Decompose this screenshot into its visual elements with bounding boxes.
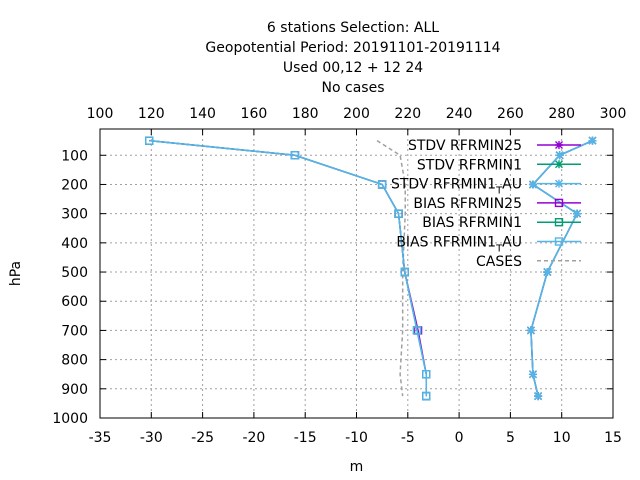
data-point-marker <box>377 180 387 189</box>
legend-label: BIAS RFRMIN25 <box>413 196 522 212</box>
x2-tick-label: 160 <box>241 106 268 122</box>
series-group <box>145 136 597 401</box>
title-line: 6 stations Selection: ALL <box>267 20 439 36</box>
y-tick-label: 300 <box>61 207 88 223</box>
x2-tick-label: 180 <box>292 106 319 122</box>
data-point-marker <box>526 326 535 335</box>
legend-label: BIAS RFRMIN1 <box>422 215 522 231</box>
title-line: Geopotential Period: 20191101-20191114 <box>205 40 500 56</box>
series-bias-rfrmin1 <box>145 136 431 401</box>
y-axis-label: hPa <box>8 261 24 286</box>
legend: STDV RFRMIN25 STDV RFRMIN1 STDV RFRMIN1TAU… <box>391 138 581 270</box>
data-point-marker <box>422 370 431 379</box>
series-line <box>149 139 428 397</box>
cases-line <box>376 140 406 397</box>
data-point-marker <box>543 268 552 277</box>
data-point-marker <box>555 179 563 188</box>
x-tick-label: 15 <box>604 430 622 446</box>
data-point-marker <box>573 209 582 218</box>
data-point-marker <box>412 326 422 335</box>
data-point-marker <box>554 198 564 208</box>
x-tick-label: 5 <box>506 430 515 446</box>
y-tick-label: 1000 <box>52 411 88 427</box>
x2-tick-label: 220 <box>394 106 421 122</box>
series-bias-rfrmin25 <box>145 136 431 401</box>
x2-tick-label: 260 <box>497 106 524 122</box>
series-line <box>530 139 593 397</box>
legend-label: STDV RFRMIN1 <box>417 157 522 173</box>
series-bias-rfrmin1-t-au <box>145 136 431 401</box>
data-point-marker <box>422 391 431 401</box>
series-line <box>530 139 593 397</box>
data-point-marker <box>528 180 537 189</box>
x-tick-label: -30 <box>140 430 163 446</box>
data-point-marker <box>554 217 564 227</box>
legend-label: BIAS RFRMIN1TAU <box>396 235 522 255</box>
x-axis-label: m <box>350 459 364 475</box>
legend-label: STDV RFRMIN1TAU <box>391 177 522 197</box>
data-point-marker <box>555 141 563 149</box>
title-line: Used 00,12 + 12 24 <box>283 60 423 76</box>
y-tick-label: 400 <box>61 236 88 252</box>
y-tick-label: 500 <box>61 265 88 281</box>
data-point-marker <box>394 209 403 218</box>
data-point-marker <box>400 267 409 277</box>
series-line <box>149 139 428 397</box>
x-tick-label: 0 <box>455 430 464 446</box>
data-point-marker <box>528 370 537 379</box>
data-point-marker <box>555 160 563 169</box>
x2-tick-label: 120 <box>138 106 165 122</box>
x2-tick-label: 200 <box>343 106 370 122</box>
legend-label: CASES <box>476 254 522 270</box>
y-tick-label: 700 <box>61 323 88 339</box>
x2-tick-label: 100 <box>87 106 114 122</box>
x-tick-label: -35 <box>89 430 112 446</box>
x-tick-label: -20 <box>242 430 265 446</box>
x2-tick-label: 280 <box>548 106 575 122</box>
x-tick-label: -5 <box>401 430 415 446</box>
y-axis: 100 200 300 400 500 600 700 800 900 1000 <box>52 148 613 427</box>
x2-tick-label: 140 <box>189 106 216 122</box>
data-point-marker <box>290 151 300 160</box>
x2-tick-label: 240 <box>446 106 473 122</box>
y-tick-label: 200 <box>61 177 88 193</box>
data-point-marker <box>555 151 564 160</box>
x-axis: -35 -30 -25 -20 -15 -10 -5 0 5 10 15 <box>89 412 622 446</box>
series-line <box>149 139 428 397</box>
data-point-marker <box>145 136 154 145</box>
legend-label: STDV RFRMIN25 <box>408 138 522 154</box>
y-tick-label: 800 <box>61 353 88 369</box>
series-line <box>530 139 593 397</box>
grid <box>100 129 613 418</box>
x2-tick-label: 300 <box>600 106 627 122</box>
data-point-marker <box>588 136 597 145</box>
x2-axis: 100 120 140 160 180 200 220 240 260 280 300 <box>87 106 627 135</box>
y-tick-label: 100 <box>61 148 88 164</box>
x-tick-label: 10 <box>553 430 571 446</box>
x-tick-label: -25 <box>191 430 214 446</box>
data-point-marker <box>554 237 564 246</box>
y-tick-label: 600 <box>61 294 88 310</box>
title-line: No cases <box>322 80 385 96</box>
chart-title: 6 stations Selection: ALL Geopotential Pe… <box>205 20 500 96</box>
x-tick-label: -10 <box>345 430 368 446</box>
y-tick-label: 900 <box>61 382 88 398</box>
x-tick-label: -15 <box>294 430 317 446</box>
data-point-marker <box>534 392 543 401</box>
